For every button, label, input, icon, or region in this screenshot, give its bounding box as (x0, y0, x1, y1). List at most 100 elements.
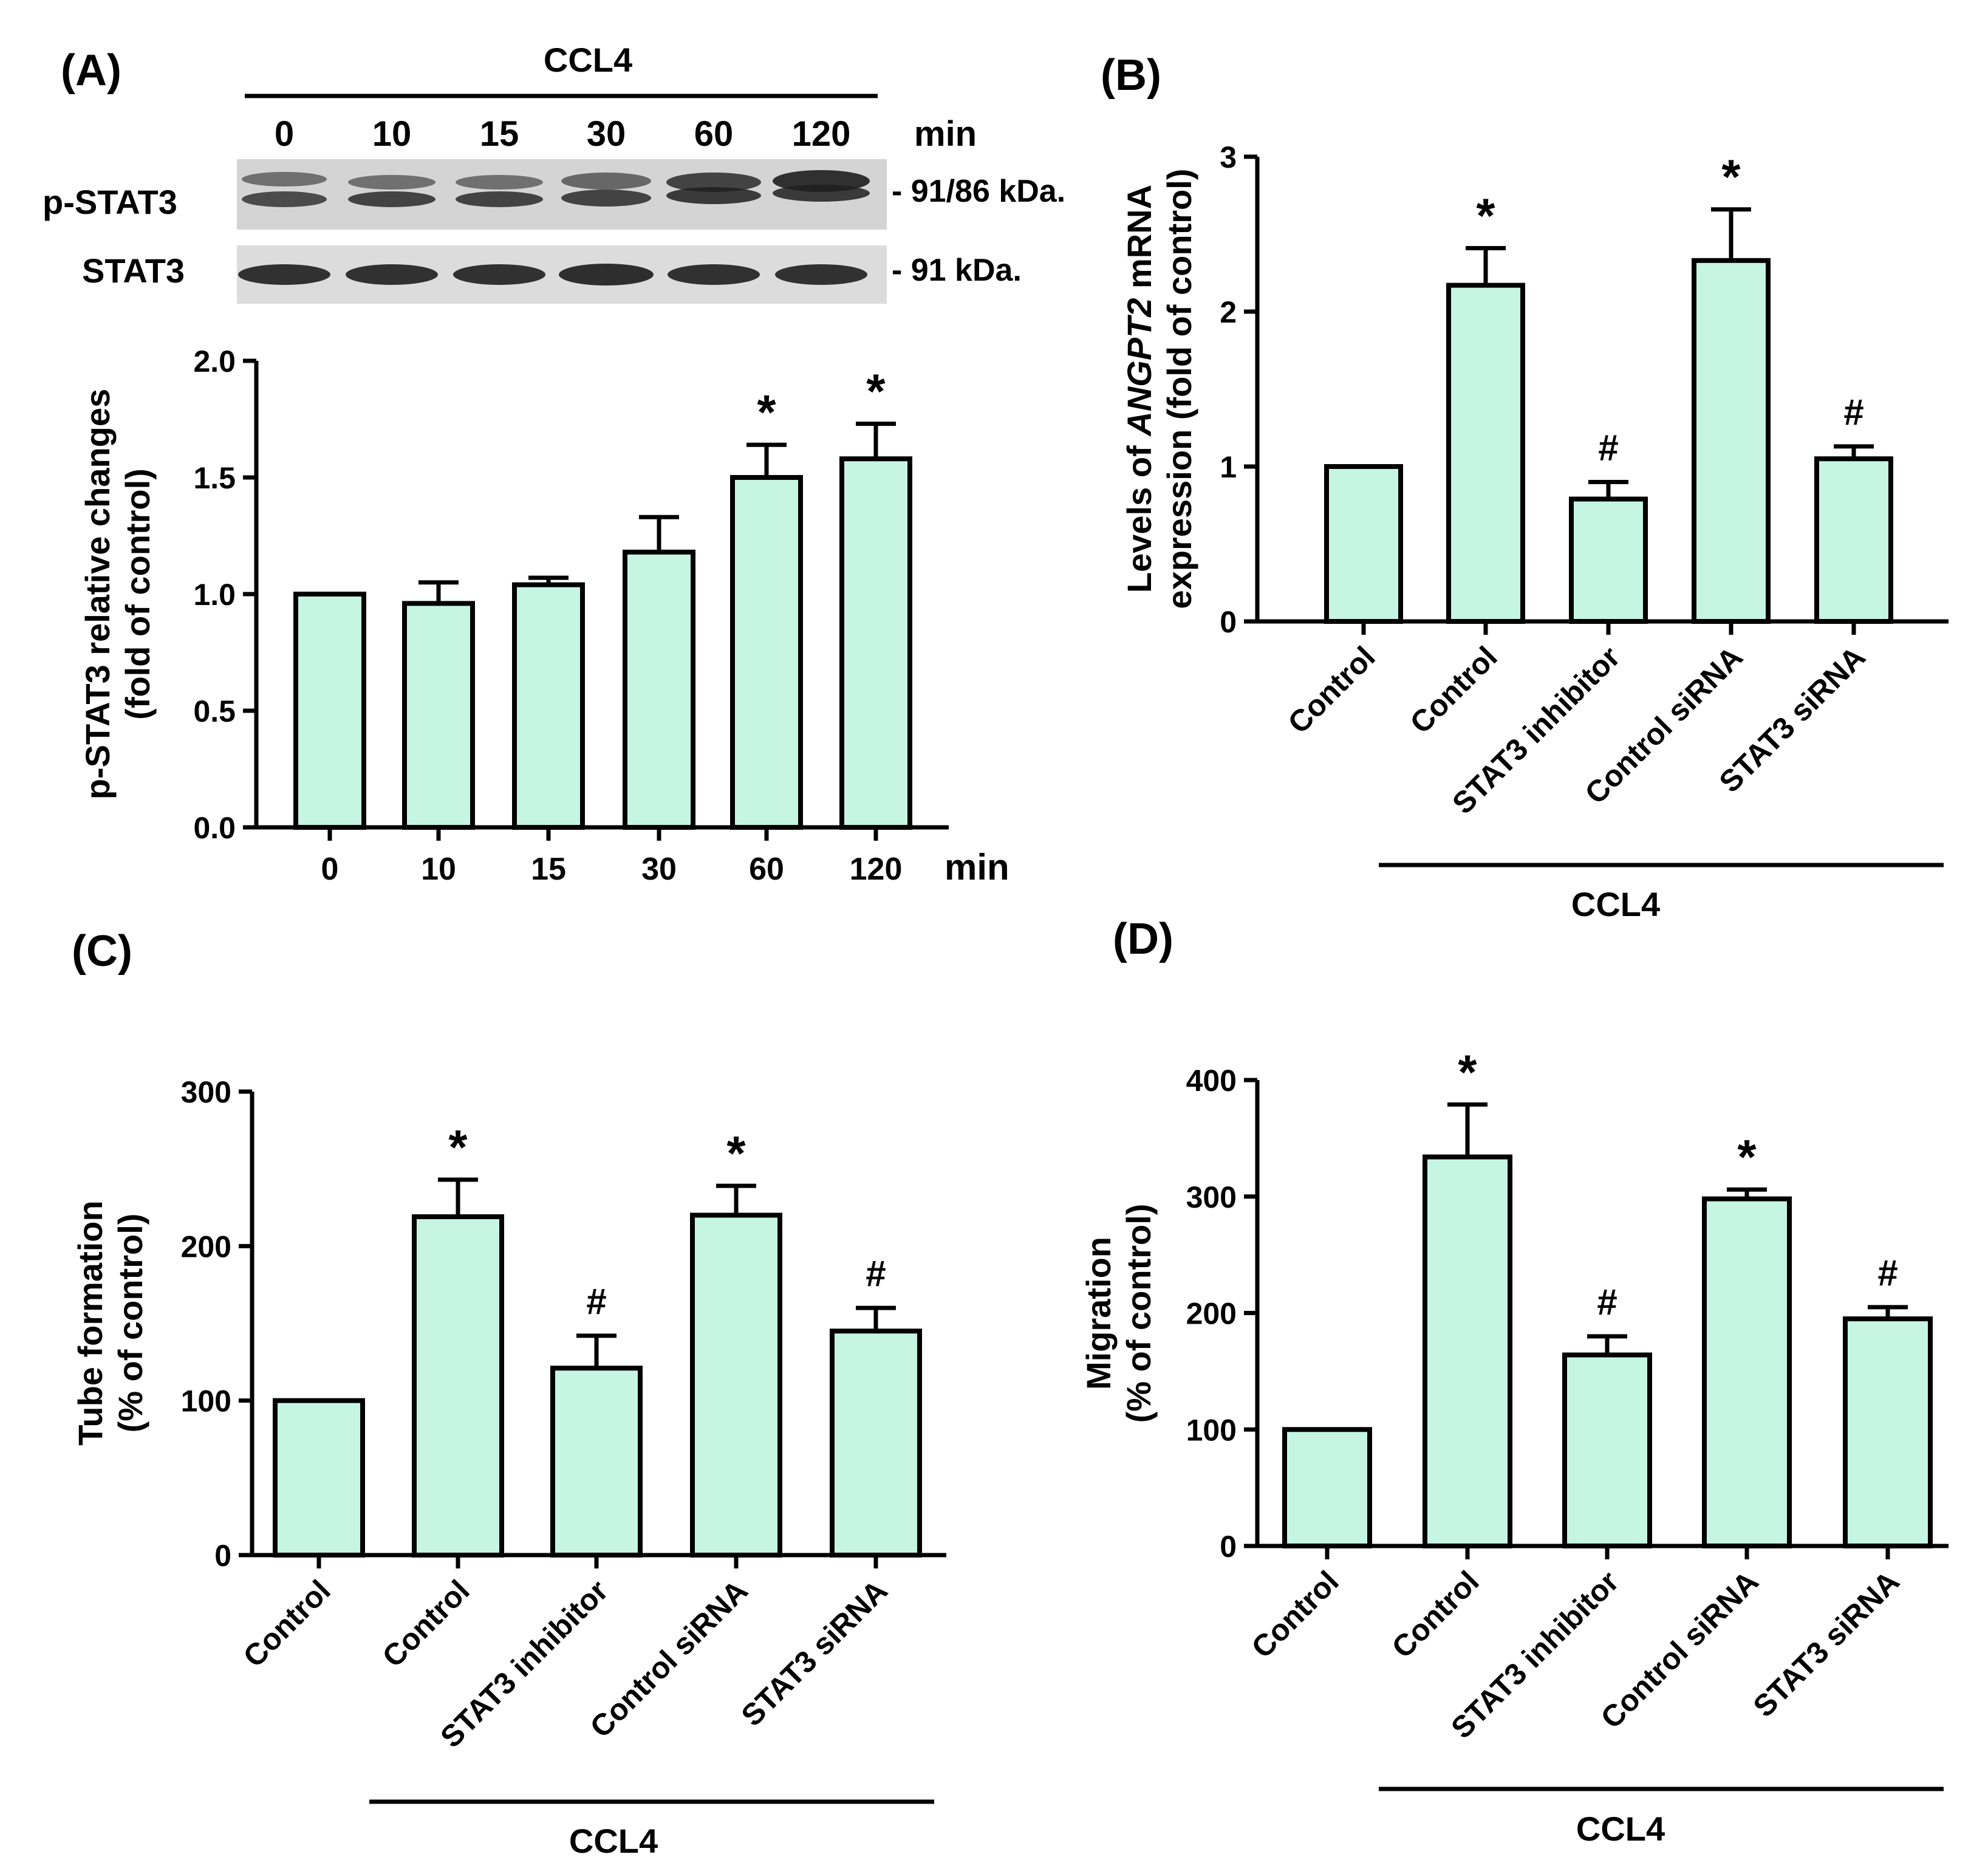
bar (1562, 1352, 1652, 1549)
y-ticks: 0 100 200 300 (181, 1075, 252, 1573)
panel-a: (A) CCL4 0 10 15 30 60 120 min p-STAT3 -… (43, 41, 1065, 887)
significance-mark: # (1843, 392, 1863, 433)
blot-row-label: p-STAT3 (43, 183, 177, 221)
significance-mark: * (1721, 150, 1741, 204)
x-tick-label: Control (1282, 640, 1382, 740)
bars (273, 1212, 922, 1558)
y-tick-label: 0 (1220, 605, 1237, 639)
significance-mark: # (866, 1253, 886, 1294)
y-tick-label: 1.0 (193, 578, 236, 612)
y-tick-label: 200 (181, 1229, 231, 1264)
y-tick-label: 1.5 (193, 461, 236, 495)
x-ticks: 0 10 15 30 60 120 (321, 827, 903, 887)
significance-mark: * (726, 1126, 746, 1180)
annotations: * # * # (1458, 1045, 1897, 1322)
bar (1814, 456, 1893, 624)
significance-mark: # (1598, 428, 1618, 468)
annotations: * # * # (1476, 150, 1863, 468)
y-axis-label-line2: (% of control) (1119, 1204, 1158, 1423)
x-tick-label: 10 (421, 852, 456, 887)
x-tick-label: 15 (531, 852, 566, 887)
y-tick-label: 400 (1186, 1064, 1237, 1098)
error-bars (1447, 1102, 1908, 1355)
bar (512, 582, 585, 830)
y-ticks: 0.0 0.5 1.0 1.5 2.0 (193, 344, 256, 845)
stat3-bands (238, 264, 867, 286)
panel-d: (D) 0 100 200 300 400 * # * # Control Control STA… (1079, 915, 1949, 1848)
x-tick-label: 30 (641, 852, 677, 887)
y-axis-label-line1: Migration (1079, 1237, 1118, 1390)
x-tick-label: Control (1404, 640, 1504, 740)
annotations: * * (757, 364, 886, 440)
blot-treatment-label: CCL4 (544, 41, 632, 79)
x-tick-label: Control (1385, 1564, 1486, 1664)
significance-mark: * (448, 1120, 468, 1174)
bar (730, 475, 803, 830)
y-tick-label: 1 (1220, 450, 1237, 484)
x-tick-label: Control (237, 1573, 337, 1674)
blot-lane-label: 15 (480, 114, 519, 154)
bar (839, 456, 912, 830)
bar (412, 1214, 504, 1558)
y-axis-label-line2: expression (fold of control) (1160, 169, 1198, 609)
y-axis-label-line2: (% of control) (111, 1214, 149, 1433)
panel-c-label: (C) (72, 927, 132, 976)
significance-mark: # (1597, 1282, 1617, 1322)
bar (1569, 496, 1648, 624)
y-tick-label: 200 (1186, 1297, 1237, 1331)
blot-size-label: - 91 kDa. (892, 253, 1022, 288)
y-tick-label: 100 (181, 1384, 231, 1418)
significance-mark: * (1737, 1130, 1757, 1184)
significance-mark: * (757, 385, 776, 439)
annotations: * # * # (448, 1120, 886, 1322)
y-ticks: 0 1 2 3 (1220, 140, 1257, 639)
group-label: CCL4 (1571, 885, 1660, 923)
bar (402, 601, 475, 830)
y-axis-label: p-STAT3 relative changes (fold of contro… (78, 389, 157, 799)
y-tick-label: 3 (1220, 140, 1237, 174)
bar (1446, 282, 1525, 624)
y-tick-label: 0 (214, 1539, 231, 1573)
y-axis-label: Levels of ANGPT2 mRNA expression (fold o… (1120, 169, 1198, 609)
y-tick-label: 300 (1186, 1180, 1237, 1214)
x-tick-label: 0 (321, 852, 339, 887)
bars (293, 456, 912, 830)
bar (1692, 258, 1771, 624)
blot-lane-label: 120 (792, 114, 851, 154)
y-axis-label: Tube formation (% of control) (71, 1200, 149, 1445)
y-ticks: 0 100 200 300 400 (1186, 1064, 1257, 1564)
x-axis-label: min (944, 847, 1009, 887)
x-tick-label: Control (1245, 1564, 1345, 1664)
significance-mark: # (586, 1281, 606, 1322)
chart-a: 0.00.51.01.52.0 * * 0 10 15 30 60 120 min p-ST… (78, 344, 1009, 887)
blot-row-label: STAT3 (82, 251, 185, 290)
bar (273, 1398, 365, 1558)
bar (293, 592, 366, 830)
panel-c: (C) 0 100 200 300 * # * # Control Control STAT3 … (71, 927, 946, 1860)
y-tick-label: 2 (1220, 295, 1237, 329)
x-tick-label: 120 (850, 852, 903, 887)
p-stat3-bands (242, 170, 870, 207)
bar (1324, 464, 1403, 624)
x-tick-label: STAT3 siRNA (1747, 1564, 1906, 1723)
blot-lane-label: 60 (694, 114, 734, 154)
x-tick-label: Control (376, 1573, 476, 1674)
x-tick-label: STAT3 siRNA (735, 1573, 894, 1732)
blot-size-label: - 91/86 kDa. (892, 174, 1065, 209)
bar (690, 1212, 782, 1558)
error-bars (438, 1177, 896, 1369)
group-label: CCL4 (569, 1822, 658, 1860)
panel-a-label: (A) (61, 46, 121, 95)
bar (550, 1366, 643, 1558)
bar (1282, 1427, 1372, 1548)
error-bars (1466, 207, 1874, 499)
x-tick-label: 60 (749, 852, 784, 887)
significance-mark: # (1877, 1253, 1897, 1293)
y-tick-label: 100 (1186, 1413, 1237, 1447)
panel-d-label: (D) (1113, 915, 1173, 963)
